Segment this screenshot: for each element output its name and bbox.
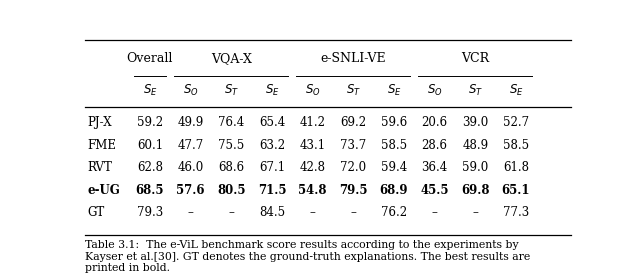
Text: $S_O$: $S_O$ — [183, 83, 198, 98]
Text: –: – — [228, 206, 234, 219]
Text: 39.0: 39.0 — [462, 116, 488, 129]
Text: 45.5: 45.5 — [420, 183, 449, 196]
Text: 42.8: 42.8 — [300, 161, 326, 174]
Text: 69.2: 69.2 — [340, 116, 366, 129]
Text: $S_E$: $S_E$ — [509, 83, 524, 98]
Text: $S_T$: $S_T$ — [346, 83, 361, 98]
Text: 47.7: 47.7 — [177, 139, 204, 152]
Text: –: – — [350, 206, 356, 219]
Text: 59.4: 59.4 — [381, 161, 407, 174]
Text: 63.2: 63.2 — [259, 139, 285, 152]
Text: FME: FME — [88, 139, 116, 152]
Text: 43.1: 43.1 — [300, 139, 326, 152]
Text: $S_E$: $S_E$ — [143, 83, 157, 98]
Text: 59.0: 59.0 — [462, 161, 488, 174]
Text: 75.5: 75.5 — [218, 139, 244, 152]
Text: 68.6: 68.6 — [218, 161, 244, 174]
Text: RVT: RVT — [88, 161, 112, 174]
Text: –: – — [472, 206, 478, 219]
Text: 77.3: 77.3 — [503, 206, 529, 219]
Text: VCR: VCR — [461, 52, 490, 65]
Text: 80.5: 80.5 — [217, 183, 246, 196]
Text: 59.6: 59.6 — [381, 116, 407, 129]
Text: –: – — [188, 206, 193, 219]
Text: 65.1: 65.1 — [502, 183, 530, 196]
Text: 57.6: 57.6 — [177, 183, 205, 196]
Text: 60.1: 60.1 — [137, 139, 163, 152]
Text: 59.2: 59.2 — [137, 116, 163, 129]
Text: 68.9: 68.9 — [380, 183, 408, 196]
Text: GT: GT — [88, 206, 105, 219]
Text: 71.5: 71.5 — [258, 183, 286, 196]
Text: Table 3.1:  The e-ViL benchmark score results according to the experiments by
Ka: Table 3.1: The e-ViL benchmark score res… — [85, 240, 530, 273]
Text: 52.7: 52.7 — [503, 116, 529, 129]
Text: 84.5: 84.5 — [259, 206, 285, 219]
Text: 79.5: 79.5 — [339, 183, 367, 196]
Text: –: – — [310, 206, 316, 219]
Text: $S_O$: $S_O$ — [305, 83, 321, 98]
Text: 58.5: 58.5 — [381, 139, 407, 152]
Text: 67.1: 67.1 — [259, 161, 285, 174]
Text: 36.4: 36.4 — [422, 161, 448, 174]
Text: $S_T$: $S_T$ — [224, 83, 239, 98]
Text: $S_E$: $S_E$ — [264, 83, 279, 98]
Text: 79.3: 79.3 — [137, 206, 163, 219]
Text: $S_T$: $S_T$ — [468, 83, 483, 98]
Text: $S_E$: $S_E$ — [387, 83, 401, 98]
Text: PJ-X: PJ-X — [88, 116, 112, 129]
Text: 76.2: 76.2 — [381, 206, 407, 219]
Text: 48.9: 48.9 — [462, 139, 488, 152]
Text: $S_O$: $S_O$ — [427, 83, 442, 98]
Text: 54.8: 54.8 — [298, 183, 327, 196]
Text: e-UG: e-UG — [88, 183, 120, 196]
Text: 58.5: 58.5 — [503, 139, 529, 152]
Text: 41.2: 41.2 — [300, 116, 326, 129]
Text: 76.4: 76.4 — [218, 116, 244, 129]
Text: 69.8: 69.8 — [461, 183, 490, 196]
Text: –: – — [432, 206, 438, 219]
Text: 61.8: 61.8 — [503, 161, 529, 174]
Text: 72.0: 72.0 — [340, 161, 366, 174]
Text: 20.6: 20.6 — [422, 116, 448, 129]
Text: 65.4: 65.4 — [259, 116, 285, 129]
Text: 68.5: 68.5 — [136, 183, 164, 196]
Text: VQA-X: VQA-X — [211, 52, 252, 65]
Text: 46.0: 46.0 — [177, 161, 204, 174]
Text: 28.6: 28.6 — [422, 139, 447, 152]
Text: 73.7: 73.7 — [340, 139, 367, 152]
Text: Overall: Overall — [127, 52, 173, 65]
Text: 62.8: 62.8 — [137, 161, 163, 174]
Text: e-SNLI-VE: e-SNLI-VE — [321, 52, 386, 65]
Text: 49.9: 49.9 — [177, 116, 204, 129]
